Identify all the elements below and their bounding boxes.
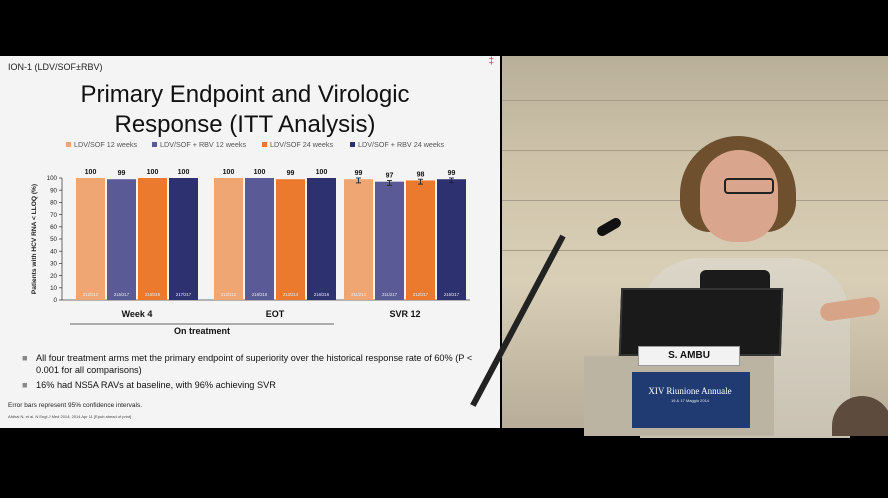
y-tick-label: 20 — [50, 273, 57, 280]
bar — [138, 178, 167, 300]
speaker-face — [700, 150, 778, 242]
legend-swatch — [262, 142, 267, 147]
bar — [107, 179, 136, 300]
bullet-list: ■ All four treatment arms met the primar… — [20, 352, 490, 394]
bar — [76, 178, 105, 300]
group-label: On treatment — [174, 326, 230, 336]
wall-panel-line — [502, 250, 888, 251]
bar — [276, 179, 305, 300]
bullet-text-2: 16% had NS5A RAVs at baseline, with 96% … — [36, 380, 276, 390]
bar — [406, 180, 435, 300]
data-label: 99 — [287, 170, 295, 177]
bullet-item: ■ 16% had NS5A RAVs at baseline, with 96… — [20, 379, 490, 391]
nameplate: S. AMBU — [638, 346, 740, 366]
glasses-icon — [724, 178, 774, 194]
bar-chart: LDV/SOF 12 weeks LDV/SOF + RBV 12 weeks LD… — [31, 140, 470, 336]
y-tick-label: 90 — [50, 187, 57, 194]
audience-head — [832, 396, 888, 436]
wall-panel-line — [502, 150, 888, 151]
bar — [245, 178, 274, 300]
podium-banner — [632, 372, 750, 428]
count-label: 212/217 — [413, 292, 429, 297]
y-axis-label: Patients with HCV RNA < LLOQ (%) — [31, 184, 38, 294]
slide-title: Primary Endpoint and Virologic Response … — [40, 80, 450, 140]
y-tick-label: 100 — [47, 175, 58, 182]
bar — [307, 178, 336, 300]
bar — [437, 179, 466, 300]
footnote: Error bars represent 95% confidence inte… — [8, 402, 143, 409]
count-label: 211/214 — [351, 292, 366, 297]
bullet-dot: ■ — [22, 380, 28, 390]
title-line-1: Primary Endpoint and Virologic — [80, 81, 410, 108]
y-tick-label: 50 — [50, 236, 57, 243]
y-tick-label: 60 — [50, 224, 57, 231]
legend-label: LDV/SOF + RBV 24 weeks — [358, 140, 444, 149]
y-tick-label: 0 — [54, 297, 58, 304]
data-label: 97 — [386, 173, 394, 180]
bar — [214, 178, 243, 300]
data-label: 100 — [178, 169, 190, 176]
bar — [169, 178, 198, 300]
y-tick-label: 80 — [50, 200, 57, 207]
count-label: 211/217 — [382, 292, 397, 297]
legend-label: LDV/SOF 24 weeks — [270, 140, 334, 149]
legend-swatch — [66, 142, 71, 147]
study-label: ION-1 (LDV/SOF±RBV) — [8, 62, 103, 72]
bullet-text-1: All four treatment arms met the primary … — [36, 353, 473, 375]
y-tick-label: 30 — [50, 261, 57, 268]
count-label: 212/212 — [83, 292, 99, 297]
data-label: 99 — [118, 170, 126, 177]
count-label: 217/217 — [176, 292, 192, 297]
bar — [375, 181, 404, 300]
y-tick-label: 40 — [50, 248, 57, 255]
count-label: 213/214 — [283, 292, 299, 297]
count-label: 215/217 — [114, 292, 130, 297]
count-label: 216/216 — [145, 292, 161, 297]
category-label: SVR 12 — [389, 309, 420, 319]
legend-swatch — [152, 142, 157, 147]
bar — [344, 179, 373, 300]
title-line-2: Response (ITT Analysis) — [114, 111, 376, 138]
data-label: 99 — [448, 170, 456, 177]
data-label: 100 — [85, 169, 97, 176]
category-label: EOT — [266, 309, 285, 319]
y-tick-label: 10 — [50, 285, 57, 292]
legend-swatch — [350, 142, 355, 147]
data-label: 100 — [147, 169, 159, 176]
count-label: 216/216 — [314, 292, 330, 297]
category-label: Week 4 — [122, 309, 153, 319]
presentation-slide: ION-1 (LDV/SOF±RBV) ‡ Primary Endpoint a… — [0, 56, 500, 428]
citation: Afdhal N, et al. N Engl J Med 2014; 2014… — [8, 414, 132, 419]
count-label: 215/217 — [444, 292, 460, 297]
data-label: 100 — [223, 169, 235, 176]
data-label: 99 — [355, 170, 363, 177]
banner-title: XIV Riunione Annuale — [648, 386, 732, 396]
data-label: 98 — [417, 171, 425, 178]
wall-panel-line — [502, 100, 888, 101]
bullet-dot: ■ — [22, 353, 28, 363]
banner-subtitle: 16 & 17 Maggio 2014 — [670, 398, 710, 403]
bullet-item: ■ All four treatment arms met the primar… — [20, 352, 490, 376]
count-label: 212/212 — [221, 292, 237, 297]
legend-label: LDV/SOF + RBV 12 weeks — [160, 140, 246, 149]
y-tick-label: 70 — [50, 212, 57, 219]
legend-label: LDV/SOF 12 weeks — [74, 140, 138, 149]
corner-mark: ‡ — [488, 56, 494, 67]
count-label: 216/216 — [252, 292, 268, 297]
data-label: 100 — [254, 169, 266, 176]
data-label: 100 — [316, 169, 328, 176]
